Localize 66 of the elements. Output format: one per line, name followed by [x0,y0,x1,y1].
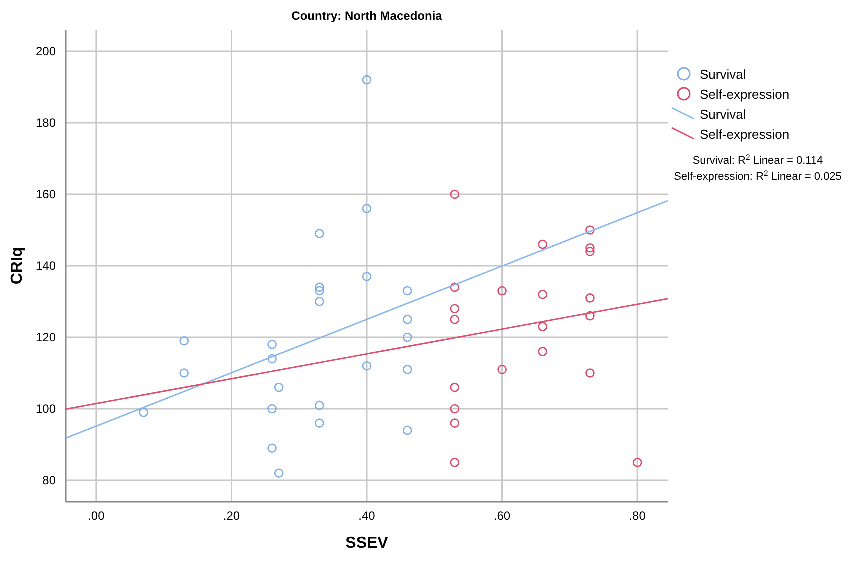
point [586,247,595,256]
point [450,314,460,324]
y-axis-title: CRIq [9,247,26,285]
point [315,282,324,292]
point [538,240,548,250]
point [180,368,190,378]
point [402,314,412,324]
point [586,368,595,378]
point [586,243,595,253]
point [402,365,412,374]
point [450,404,460,414]
point [274,468,284,478]
point [586,311,595,321]
text: Self-expression: R$^{2}$ Linear = 0.025 [674,168,842,183]
point [402,426,412,436]
y-tick-label: 80 [42,474,56,488]
point [586,294,595,303]
point [450,458,460,468]
point [362,272,372,282]
y-tick-label: 180 [36,116,56,130]
point [402,286,412,296]
x-tick-label: .40 [358,509,376,523]
legend-label: Survival [700,107,746,122]
point [180,336,190,346]
point [315,286,324,296]
point [538,322,548,332]
point [268,340,277,350]
point [139,408,148,418]
point [498,365,507,374]
point [538,290,548,300]
y-tick-label: 100 [36,402,56,416]
y-tick-label: 160 [36,187,56,202]
y-tick-label: 140 [36,259,56,273]
point [450,282,460,292]
point [315,418,324,428]
y-tick-label: 200 [36,44,56,58]
point [450,304,460,314]
point [450,190,460,200]
text: Survival: R$^{2}$ Linear = 0.114 [692,152,824,167]
point [274,382,284,392]
point [362,361,372,371]
x-tick-label: .80 [629,509,646,523]
x-tick-label: .00 [88,509,106,523]
point [315,400,324,410]
point [315,297,324,306]
point [268,354,277,364]
y-tick-label: 120 [36,330,56,345]
point [586,226,595,235]
legend-label: Self-expression [700,87,790,102]
point [315,229,324,238]
point [268,404,277,414]
chart-title: Country: North Macedonia [292,9,443,23]
x-tick-label: .20 [223,509,240,523]
x-axis-title: SSEV [346,535,389,552]
point [538,347,548,356]
point [362,75,372,85]
point [632,458,642,468]
legend-label: Survival [700,67,746,82]
point [450,382,460,392]
point [362,204,372,214]
legend-label: Self-expression [700,127,790,142]
point [450,418,460,428]
point [498,286,507,296]
x-tick-label: .60 [494,509,511,523]
point [402,332,412,342]
point [268,444,277,454]
